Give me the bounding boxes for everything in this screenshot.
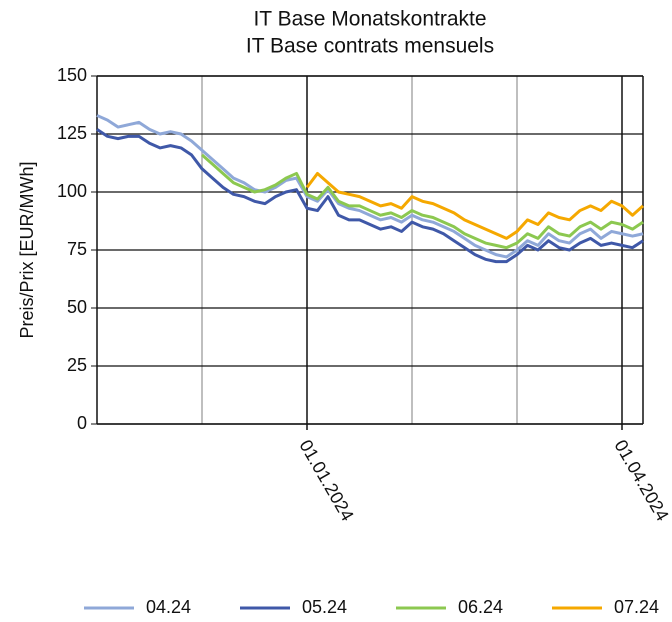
series-line [96,128,644,264]
chart-title: IT Base Monatskontrakte [253,8,486,31]
y-tick-label: 150 [57,65,87,85]
legend-label: 05.24 [302,597,347,617]
y-tick-label: 25 [67,355,87,375]
legend-label: 07.24 [614,597,659,617]
legend-label: 04.24 [146,597,191,617]
y-tick-label: 50 [67,297,87,317]
chart-subtitle: IT Base contrats mensuels [246,35,494,58]
y-tick-label: 75 [67,239,87,259]
y-tick-label: 100 [57,181,87,201]
x-tick-label: 01.01.2024 [295,436,357,524]
y-tick-label: 125 [57,123,87,143]
series-line [96,114,644,259]
series-line [201,153,644,250]
series-line [305,171,644,240]
legend-label: 06.24 [458,597,503,617]
y-tick-label: 0 [77,413,87,433]
x-tick-label: 01.04.2024 [610,436,672,524]
y-axis-label: Preis/Prix [EUR/MWh] [17,161,37,338]
